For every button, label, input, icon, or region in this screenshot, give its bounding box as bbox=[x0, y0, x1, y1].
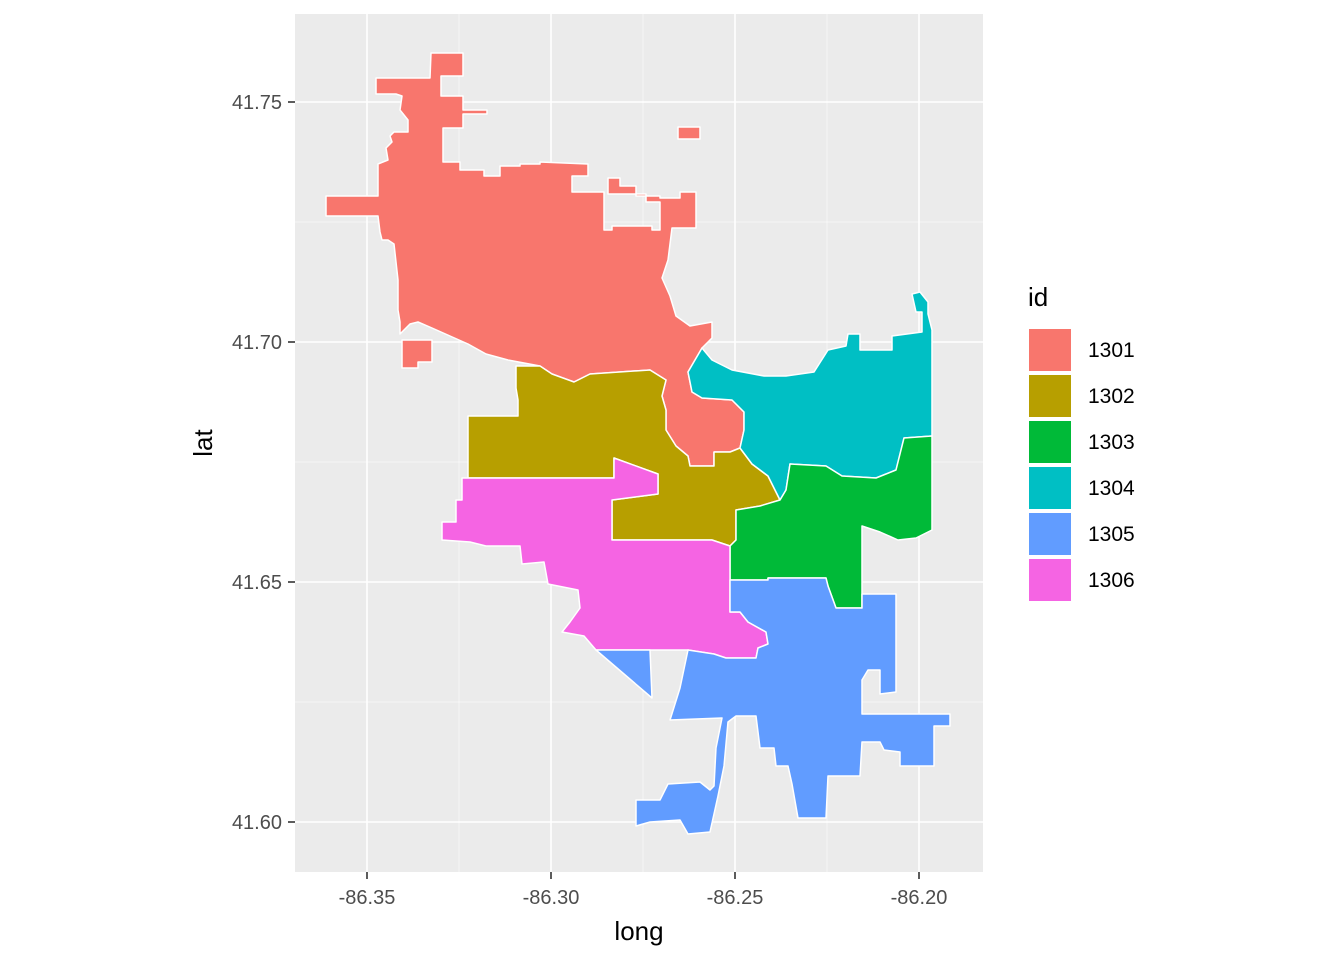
legend-swatch-1301 bbox=[1029, 329, 1071, 371]
legend-swatch-1306 bbox=[1029, 559, 1071, 601]
y-axis-title: lat bbox=[188, 428, 218, 456]
y-axis: 41.75 41.70 41.65 41.60 bbox=[232, 92, 295, 834]
district-1304 bbox=[687, 291, 933, 501]
y-tick-label: 41.75 bbox=[232, 92, 282, 114]
legend-label-1306: 1306 bbox=[1088, 569, 1135, 592]
x-tick-label: -86.25 bbox=[707, 887, 764, 909]
x-tick-label: -86.20 bbox=[891, 887, 948, 909]
y-tick-label: 41.65 bbox=[232, 572, 282, 594]
legend-label-1304: 1304 bbox=[1088, 477, 1135, 500]
x-tick-label: -86.30 bbox=[523, 887, 580, 909]
y-tick-label: 41.70 bbox=[232, 332, 282, 354]
legend-label-1305: 1305 bbox=[1088, 523, 1135, 546]
x-axis-title: long bbox=[614, 916, 663, 946]
legend-swatch-1305 bbox=[1029, 513, 1071, 555]
y-tick-label: 41.60 bbox=[232, 812, 282, 834]
legend-label-1303: 1303 bbox=[1088, 431, 1135, 454]
legend-swatch-1304 bbox=[1029, 467, 1071, 509]
legend-title: id bbox=[1028, 282, 1048, 312]
legend-label-1301: 1301 bbox=[1088, 339, 1135, 362]
legend-label-1302: 1302 bbox=[1088, 385, 1135, 408]
district-1305 bbox=[595, 577, 951, 835]
district-1301 bbox=[325, 52, 745, 467]
legend: id 1301 1302 1303 1304 1305 1306 bbox=[1027, 282, 1135, 603]
legend-swatch-1303 bbox=[1029, 421, 1071, 463]
legend-swatch-1302 bbox=[1029, 375, 1071, 417]
x-tick-label: -86.35 bbox=[339, 887, 396, 909]
x-axis: -86.35 -86.30 -86.25 -86.20 bbox=[339, 872, 948, 909]
